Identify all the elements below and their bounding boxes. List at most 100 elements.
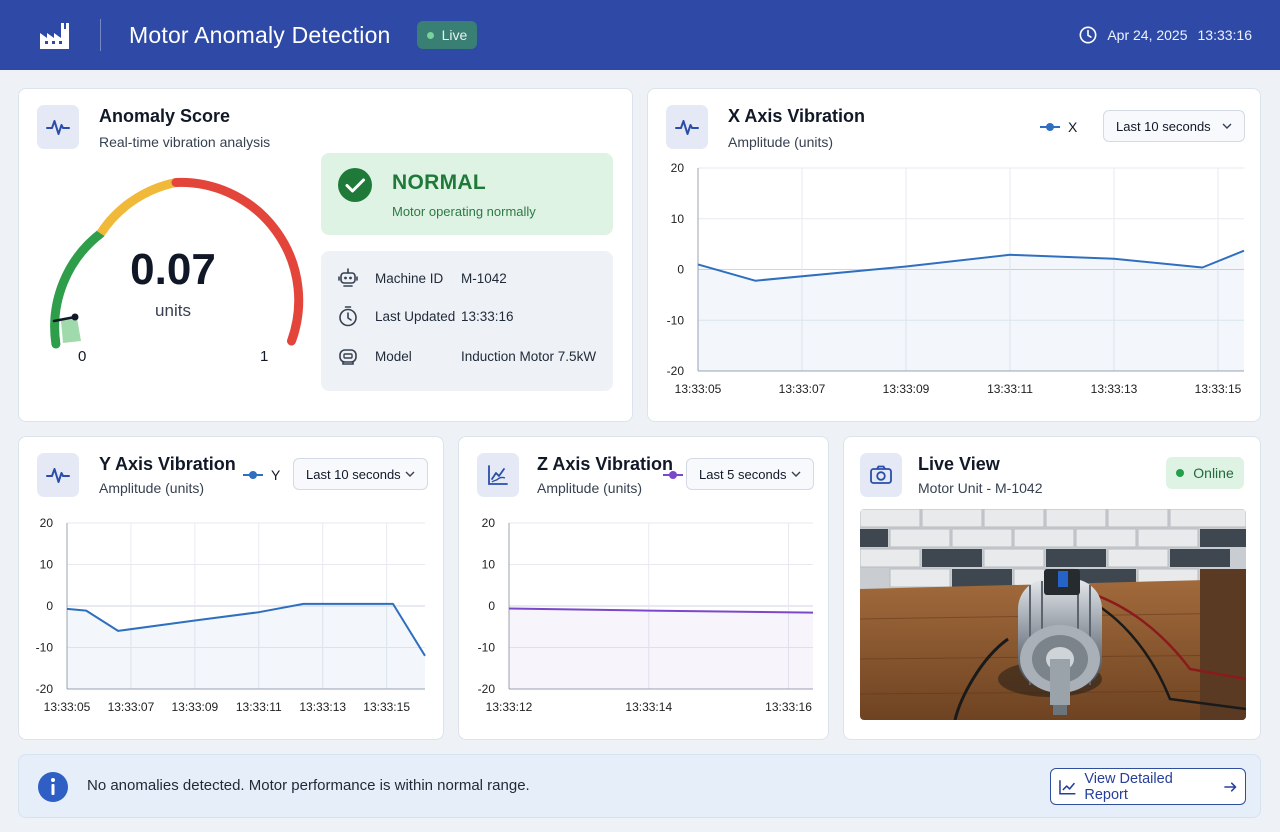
live-badge: Live <box>416 21 478 49</box>
z-vibration-card: Z Axis Vibration Amplitude (units) Last … <box>458 436 829 740</box>
info-value: Induction Motor 7.5kW <box>461 348 597 364</box>
y-tick-label: 10 <box>671 212 685 226</box>
anomaly-score-card: Anomaly Score Real-time vibration analys… <box>18 88 633 422</box>
x-tick-label: 13:33:12 <box>486 700 533 714</box>
x-legend: X <box>1040 119 1077 135</box>
pulse-icon <box>46 468 70 483</box>
series-area <box>698 250 1244 371</box>
pulse-icon <box>46 120 70 135</box>
robot-icon <box>338 268 358 287</box>
gauge-fill <box>61 318 81 343</box>
y-chart-subtitle: Amplitude (units) <box>99 480 205 496</box>
x-tick-label: 13:33:11 <box>236 700 282 714</box>
chevron-down-icon <box>791 471 801 477</box>
y-tick-label: -20 <box>36 682 54 696</box>
x-chart-title: X Axis Vibration <box>728 106 866 126</box>
y-legend: Y <box>243 467 280 483</box>
info-icon <box>38 772 68 802</box>
chart-area-icon <box>488 465 508 485</box>
factory-icon <box>40 23 69 49</box>
x-tick-label: 13:33:05 <box>44 700 91 714</box>
x-tick-label: 13:33:09 <box>883 382 930 396</box>
info-row-last-updated: Last Updated 13:33:16 <box>337 305 514 327</box>
live-camera-feed[interactable] <box>860 509 1246 720</box>
info-row-model: Model Induction Motor 7.5kW <box>337 345 596 367</box>
y-icon-box <box>37 453 79 497</box>
y-tick-label: 20 <box>671 161 685 175</box>
y-tick-label: 20 <box>482 516 496 530</box>
status-banner: No anomalies detected. Motor performance… <box>18 754 1261 818</box>
y-chart-title: Y Axis Vibration <box>99 454 236 474</box>
y-tick-label: -10 <box>478 641 496 655</box>
gauge-arc-yellow <box>96 178 177 237</box>
x-tick-label: 13:33:13 <box>299 700 346 714</box>
chevron-down-icon <box>405 471 415 477</box>
x-tick-label: 13:33:15 <box>1195 382 1242 396</box>
header-date: Apr 24, 2025 <box>1107 27 1188 43</box>
camera-icon <box>870 465 892 484</box>
x-range-select[interactable]: Last 10 seconds <box>1103 110 1245 142</box>
live-view-card: Live View Motor Unit - M-1042 Online <box>843 436 1261 740</box>
series-area <box>67 603 425 689</box>
x-vibration-chart: 20 10 0 -10 -20 13:33:05 13:33:07 13:33:09 13:33… <box>667 161 1245 396</box>
x-tick-label: 13:33:13 <box>1091 382 1138 396</box>
status-panel: NORMAL Motor operating normally <box>321 153 613 235</box>
series-line <box>508 607 814 614</box>
x-icon-box <box>666 105 708 149</box>
info-value: 13:33:16 <box>461 308 514 324</box>
header-time: 13:33:16 <box>1197 27 1253 43</box>
series-line <box>66 602 426 657</box>
view-report-button[interactable]: View Detailed Report <box>1050 768 1246 805</box>
live-view-title: Live View <box>918 454 1000 474</box>
online-label: Online <box>1193 465 1234 481</box>
z-chart-subtitle: Amplitude (units) <box>537 480 643 496</box>
camera-icon-box <box>860 453 902 497</box>
clock-icon <box>1079 26 1097 44</box>
live-dot-icon <box>426 31 434 39</box>
banner-message: No anomalies detected. Motor performance… <box>87 777 530 794</box>
x-tick-label: 13:33:16 <box>765 700 812 714</box>
check-circle-icon <box>338 168 372 202</box>
anomaly-score-value: 0.07 <box>130 245 216 294</box>
z-range-select[interactable]: Last 5 seconds <box>686 458 814 490</box>
x-tick-label: 13:33:11 <box>987 382 1033 396</box>
status-title: NORMAL <box>392 171 486 194</box>
pulse-icon <box>675 120 699 135</box>
status-text: Motor operating normally <box>392 204 536 219</box>
legend-line-icon <box>1040 123 1060 131</box>
gauge-arc-green <box>50 229 106 349</box>
z-vibration-chart: 20 10 0 -10 -20 13:33:12 13:33:14 13:33:16 <box>478 516 814 714</box>
x-legend-label: X <box>1068 119 1078 135</box>
header-datetime: Apr 24, 2025 13:33:16 <box>1079 26 1252 44</box>
legend-line-icon <box>243 471 263 479</box>
chevron-down-icon <box>1222 123 1232 129</box>
motor-photo <box>860 509 1246 720</box>
x-range-label: Last 10 seconds <box>1116 118 1211 134</box>
y-tick-label: -10 <box>667 313 685 327</box>
anomaly-gauge <box>50 177 304 349</box>
series-area <box>509 608 813 689</box>
info-label: Model <box>375 348 412 364</box>
y-range-select[interactable]: Last 10 seconds <box>293 458 428 490</box>
x-tick-label: 13:33:07 <box>108 700 155 714</box>
x-tick-label: 13:33:07 <box>779 382 826 396</box>
view-report-label: View Detailed Report <box>1084 770 1173 803</box>
anomaly-title: Anomaly Score <box>99 106 231 126</box>
app-title: Motor Anomaly Detection <box>129 21 391 48</box>
z-legend-line-icon <box>663 471 683 479</box>
online-dot-icon <box>1176 469 1185 477</box>
y-tick-label: -20 <box>478 682 496 696</box>
anomaly-subtitle: Real-time vibration analysis <box>99 134 271 150</box>
y-vibration-chart: 20 10 0 -10 -20 13:33:05 13:33:07 13:33:09 13:33… <box>36 516 426 714</box>
anomaly-icon-box <box>37 105 79 149</box>
app-header: Motor Anomaly Detection Live Apr 24, 202… <box>0 0 1280 70</box>
z-chart-title: Z Axis Vibration <box>537 454 674 474</box>
machine-info-panel: Machine ID M-1042 Last Updated 13:33:16 … <box>321 251 613 391</box>
y-tick-label: -20 <box>667 364 685 378</box>
y-tick-label: -10 <box>36 641 54 655</box>
z-range-label: Last 5 seconds <box>699 466 787 482</box>
gauge-max-label: 1 <box>260 348 269 365</box>
gauge-min-label: 0 <box>78 348 87 365</box>
trend-chart-icon <box>1059 779 1076 795</box>
info-value: M-1042 <box>461 270 507 286</box>
